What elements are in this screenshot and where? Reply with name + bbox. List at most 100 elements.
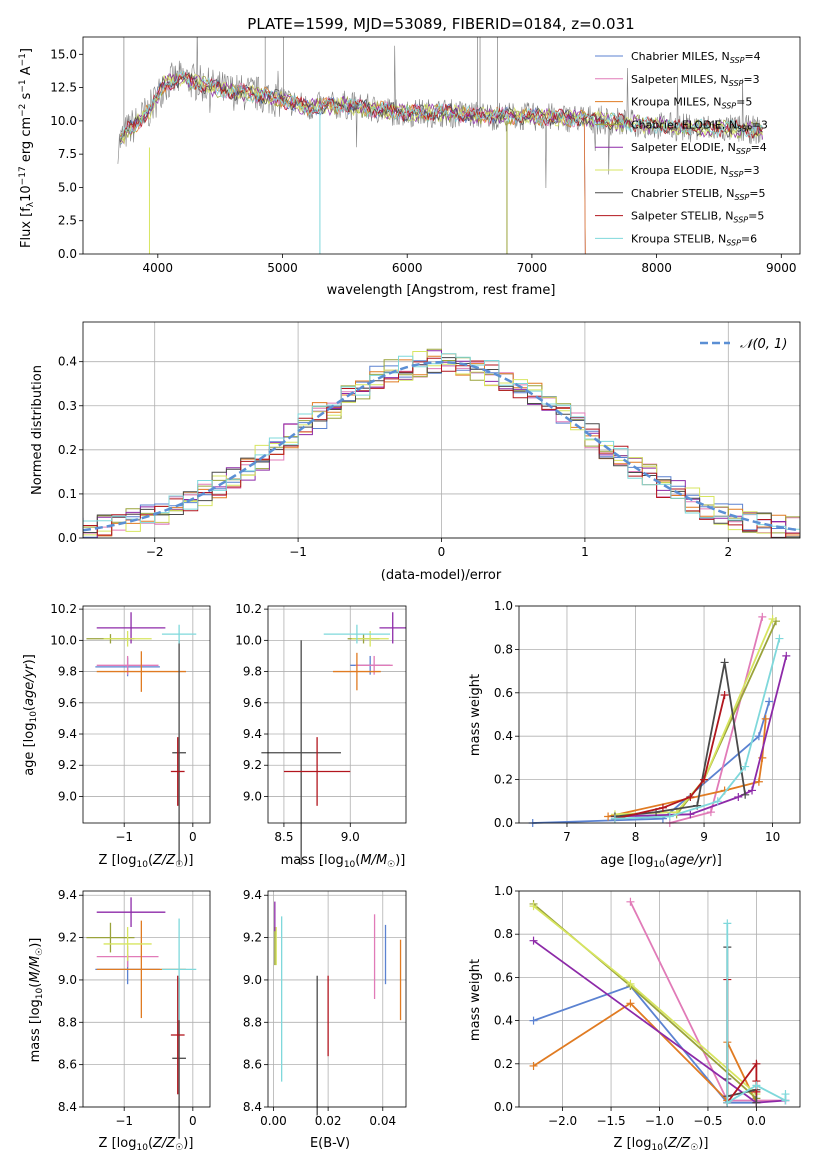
age_vs_mass-ytick-label: 9.2 — [243, 758, 262, 772]
age_vs_mass-ytick-label: 9.4 — [243, 727, 262, 741]
massweight_vs_Z-xtick-label: −1.0 — [645, 1114, 674, 1128]
age_vs_mass-xtick-label: 9.0 — [341, 830, 360, 844]
residuals-ytick-label: 0.3 — [58, 399, 77, 413]
gaussian-curve — [83, 360, 800, 532]
spectrum-ylabel: Flux [fλ10−17 erg cm−2 s−1 A−1] — [18, 48, 36, 248]
residuals-xlabel: (data-model)/error — [381, 568, 502, 583]
ylabel-unit3: A — [19, 66, 34, 79]
spectrum-xtick-label: 6000 — [392, 261, 423, 275]
massweight_vs_age-ytick-label: 0.8 — [494, 642, 513, 656]
mass_vs_ebv-frame — [267, 890, 407, 1108]
series-marker — [758, 612, 767, 621]
massweight_vs_Z-ytick-label: 0.6 — [494, 970, 513, 984]
mass_vs_Z-ytick-label: 9.0 — [58, 973, 77, 987]
series-marker — [713, 797, 722, 806]
series-marker — [765, 697, 774, 706]
age_vs_Z-ytick-label: 9.2 — [58, 758, 77, 772]
mass_vs_Z-axes: −1 0 8.4 8.6 8.8 9.0 9.2 9.4 — [58, 888, 210, 1139]
series-marker — [741, 790, 750, 799]
series-marker — [754, 777, 763, 786]
series-line — [614, 694, 726, 820]
spectrum-xtick-label: 7000 — [517, 261, 548, 275]
massweight_vs_Z-xtick-label: −2.0 — [548, 1114, 577, 1128]
series-marker — [781, 1090, 790, 1099]
age_vs_Z-xtick-label: −1 — [115, 830, 133, 844]
series-marker — [626, 897, 635, 906]
ylabel-exp3: −1 — [18, 79, 28, 92]
age_vs_Z-ytick-label: 9.4 — [58, 727, 77, 741]
residuals-xtick-label: 2 — [724, 545, 732, 559]
ageZ-ylabel: age [log10(age/yr)] — [22, 654, 39, 776]
age_vs_Z-ytick-label: 10.2 — [50, 602, 77, 616]
residuals-ytick-label: 0.2 — [58, 443, 77, 457]
mass_vs_ebv-ytick-label: 8.8 — [243, 1015, 262, 1029]
series-marker — [529, 1016, 538, 1025]
massZ-xlabel: Z [log10(Z/Z☉)] — [99, 1136, 194, 1153]
ylabel-sub: λ — [26, 201, 36, 207]
series-marker — [748, 786, 757, 795]
ylabel-exp4: −1 — [18, 53, 28, 66]
massweight_vs_age-ytick-label: 0.6 — [494, 686, 513, 700]
mass_vs_Z-ytick-label: 8.8 — [58, 1015, 77, 1029]
ylabel-exp2: −2 — [18, 104, 28, 117]
legend-entry: Salpeter ELODIE, NSSP=4 — [631, 141, 767, 156]
mwage-xlabel: age [log10(age/yr)] — [600, 853, 722, 870]
massweight_vs_age-axes: 7 8 9 10 0.0 0.2 0.4 0.6 0.8 1.0 — [494, 599, 800, 844]
agemass-xlabel: mass [log10(M/M☉)] — [281, 853, 406, 870]
ylabel-exp1: −17 — [18, 166, 28, 185]
mwage-ylabel: mass weight — [468, 674, 483, 756]
spectrum-axes: 4000 5000 6000 7000 8000 9000 0.0 2.5 5.0 7.5 10.0… — [50, 37, 797, 275]
mass_vs_ebv-ytick-label: 9.2 — [243, 931, 262, 945]
series-marker — [720, 658, 729, 667]
spectrum-ytick-label: 2.5 — [58, 214, 77, 228]
residuals-frame — [82, 321, 801, 539]
spectrum-ytick-label: 12.5 — [50, 81, 77, 95]
plot-layer: 4000 5000 6000 7000 8000 90000.02.55.07.510.0… — [50, 36, 801, 1139]
mass_vs_Z-ytick-label: 8.6 — [58, 1058, 77, 1072]
massweight_vs_age-xtick-label: 8 — [632, 830, 640, 844]
series-marker — [700, 775, 709, 784]
age_vs_mass-ytick-label: 9.8 — [243, 665, 262, 679]
massweight_vs_age-xtick-label: 9 — [700, 830, 708, 844]
legend-entry: Kroupa ELODIE, NSSP=3 — [631, 164, 760, 179]
series-line — [726, 947, 758, 1103]
series-marker — [529, 1061, 538, 1070]
ylabel-unit2: s — [19, 92, 34, 103]
mass_vs_ebv-ytick-label: 9.0 — [243, 973, 262, 987]
spectrum-ytick-label: 0.0 — [58, 247, 77, 261]
age_vs_mass-ytick-label: 10.0 — [235, 633, 262, 647]
residuals-ytick-label: 0.1 — [58, 487, 77, 501]
residuals-xtick-label: 0 — [438, 545, 446, 559]
series-marker — [610, 814, 619, 823]
series-marker — [754, 732, 763, 741]
mass_vs_Z-ytick-label: 9.4 — [58, 888, 77, 902]
massweight_vs_Z-ytick-label: 0.4 — [494, 1014, 513, 1028]
massweight_vs_Z-ytick-label: 1.0 — [494, 884, 513, 898]
age_vs_mass-xtick-label: 8.5 — [274, 830, 293, 844]
age_vs_mass-ytick-label: 9.0 — [243, 789, 262, 803]
series-marker — [626, 979, 635, 988]
mass_vs_Z-xtick-label: 0 — [189, 1114, 197, 1128]
series-marker — [741, 762, 750, 771]
spectrum-ytick-label: 7.5 — [58, 147, 77, 161]
massweight_vs_Z-frame — [518, 890, 801, 1108]
series-marker — [768, 615, 777, 624]
legend-entry: Kroupa MILES, NSSP=5 — [631, 96, 752, 111]
massweight_vs_Z-ytick-label: 0.8 — [494, 927, 513, 941]
age_vs_Z-frame — [82, 605, 211, 824]
mwZ-ylabel: mass weight — [468, 959, 483, 1041]
spectrum-xtick-label: 8000 — [641, 261, 672, 275]
series-marker — [775, 634, 784, 643]
age_vs_mass-axes: 8.5 9.0 9.0 9.2 9.4 9.6 9.8 10.0 10.2 — [235, 602, 406, 866]
series-marker — [752, 1059, 761, 1068]
series-marker — [529, 902, 538, 911]
mass_vs_ebv-xtick-label: 0.04 — [369, 1114, 396, 1128]
ylabel-close: ] — [19, 48, 34, 53]
massweight_vs_Z-ytick-label: 0.2 — [494, 1057, 513, 1071]
mass_vs_ebv-xtick-label: 0.00 — [260, 1114, 287, 1128]
massweight_vs_age-ytick-label: 1.0 — [494, 599, 513, 613]
residual-histogram — [83, 353, 800, 535]
series-line — [675, 620, 777, 815]
massweight_vs_age-xtick-label: 10 — [765, 830, 780, 844]
